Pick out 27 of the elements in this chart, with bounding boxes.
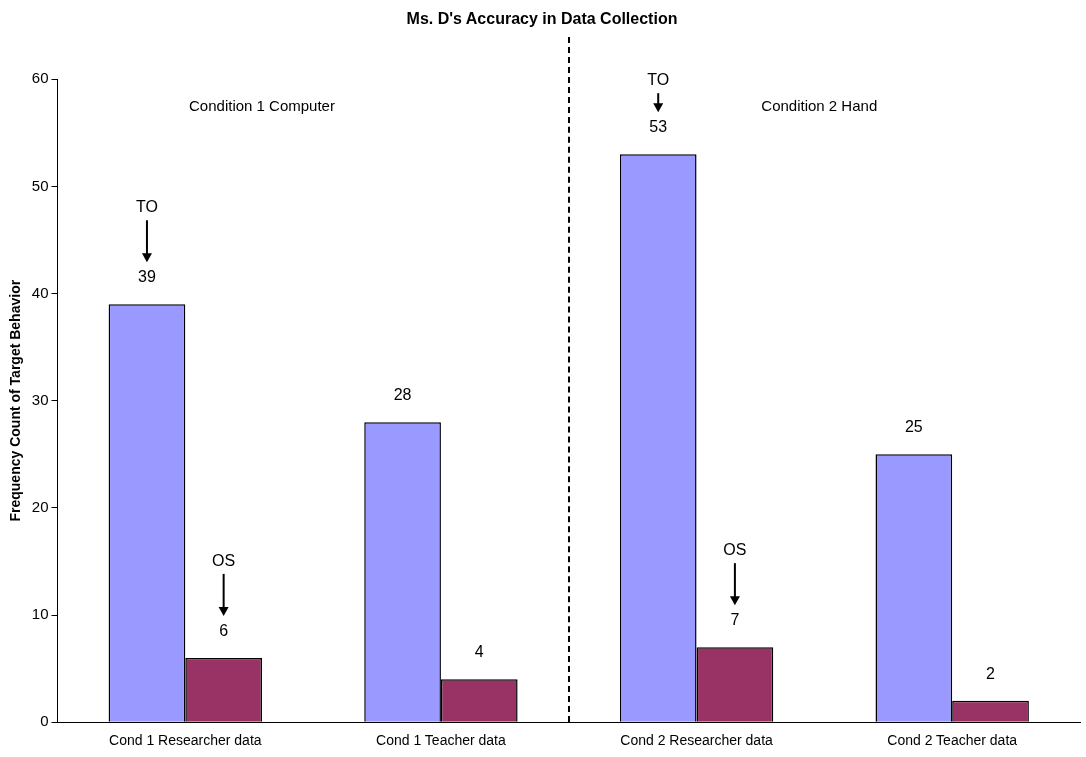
annotation: OS: [212, 551, 236, 569]
x-tick-label: Cond 2 Researcher data: [620, 732, 774, 749]
annotation: TO: [647, 71, 670, 89]
x-tick-label: Cond 2 Teacher data: [887, 732, 1018, 749]
annotation: TO: [135, 198, 158, 216]
data-label: 4: [474, 643, 484, 661]
y-tick-label: 60: [31, 69, 49, 87]
x-tick-label: Cond 1 Researcher data: [109, 732, 262, 749]
x-tick-label: Cond 1 Teacher data: [376, 732, 506, 749]
y-axis-title: Frequency Count of Target Behavior: [7, 279, 24, 522]
y-tick-label: 20: [31, 498, 49, 516]
data-label: 53: [649, 118, 668, 136]
data-label: 39: [138, 268, 156, 286]
annotation: Condition 1 Computer: [189, 97, 335, 115]
y-tick-label: 10: [31, 605, 49, 623]
data-label: 28: [393, 386, 412, 404]
annotation: Condition 2 Hand: [761, 97, 878, 115]
y-tick-label: 30: [31, 390, 49, 408]
data-label: 6: [219, 621, 229, 639]
y-tick-label: 50: [31, 176, 49, 194]
y-tick-label: 40: [31, 283, 49, 301]
annotation: OS: [723, 541, 747, 559]
chart-title: Ms. D's Accuracy in Data Collection: [406, 10, 678, 28]
data-label: 25: [904, 418, 923, 436]
data-label: 2: [986, 664, 996, 682]
data-label: 7: [730, 611, 740, 629]
y-tick-label: 0: [40, 712, 49, 730]
